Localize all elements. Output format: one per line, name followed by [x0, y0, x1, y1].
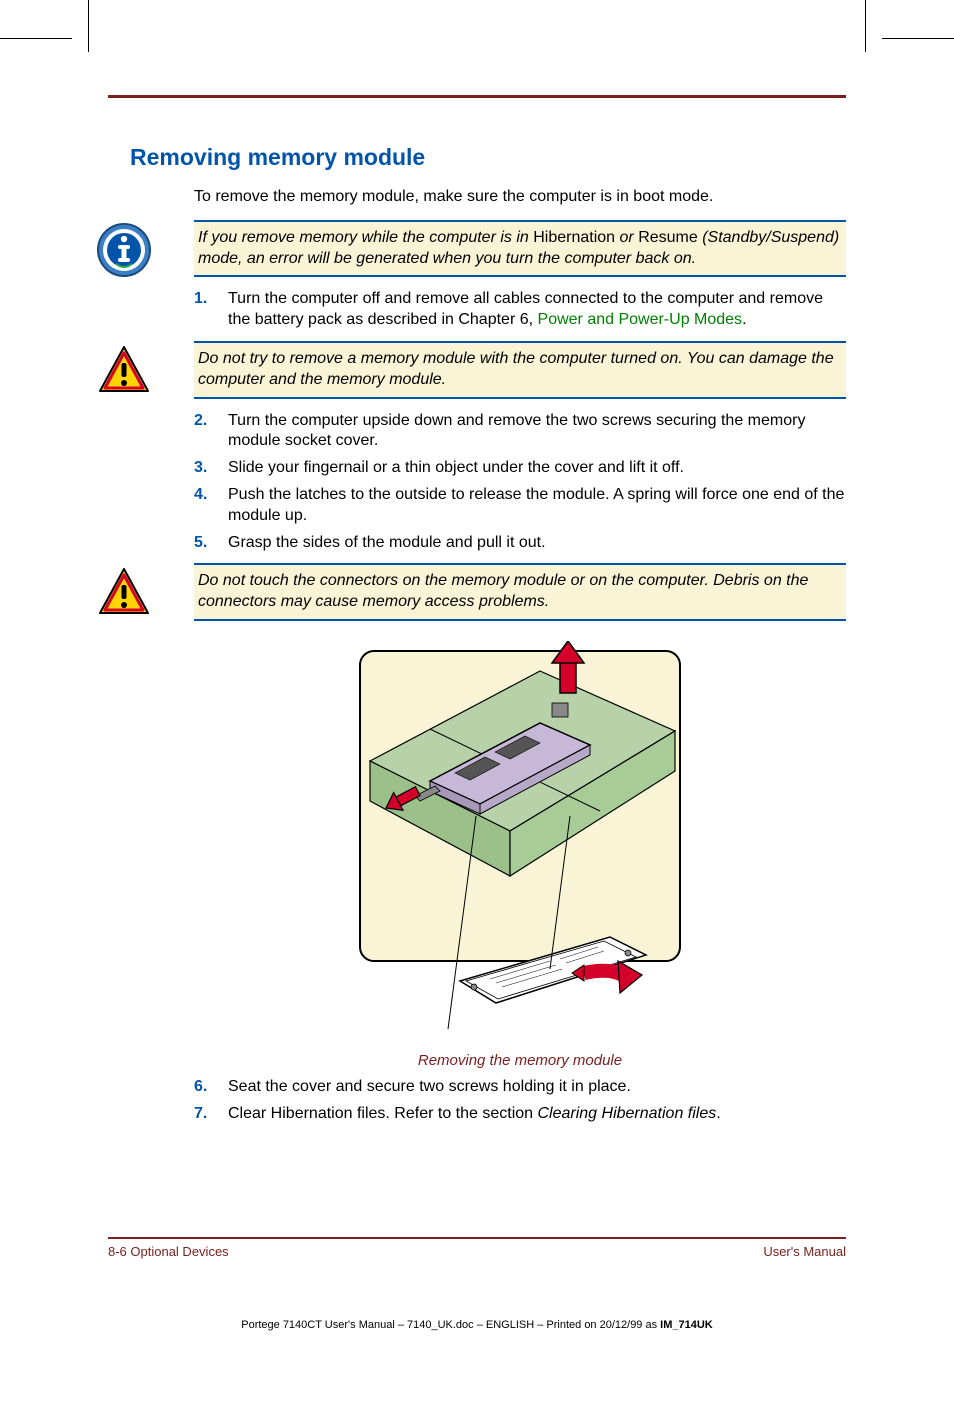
step-number: 6.	[194, 1077, 207, 1098]
step-3: 3. Slide your fingernail or a thin object…	[194, 458, 846, 479]
step-text: Seat the cover and secure two screws hol…	[228, 1078, 631, 1095]
step-text: Grasp the sides of the module and pull i…	[228, 534, 546, 551]
step-number: 2.	[194, 411, 207, 432]
step-number: 3.	[194, 458, 207, 479]
step-text-after: .	[742, 311, 746, 328]
info-mid: or	[615, 229, 638, 246]
memory-module-diagram	[340, 641, 700, 1041]
steps-list-b: 2. Turn the computer upside down and remo…	[194, 411, 846, 554]
warning-icon	[96, 565, 152, 621]
info-text: If you remove memory while the computer …	[194, 220, 846, 278]
info-icon	[96, 222, 152, 278]
step-text: Slide your fingernail or a thin object u…	[228, 459, 684, 476]
step-italic: Clearing Hibernation files	[537, 1105, 716, 1122]
crop-marks	[0, 0, 954, 70]
step-number: 4.	[194, 485, 207, 506]
step-2: 2. Turn the computer upside down and remo…	[194, 411, 846, 453]
power-modes-link[interactable]: Power and Power-Up Modes	[538, 311, 743, 328]
warning-callout-1: Do not try to remove a memory module wit…	[108, 341, 846, 399]
step-6: 6. Seat the cover and secure two screws h…	[194, 1077, 846, 1098]
step-4: 4. Push the latches to the outside to rel…	[194, 485, 846, 527]
info-callout: If you remove memory while the computer …	[108, 220, 846, 278]
steps-list-a: 1. Turn the computer off and remove all …	[194, 289, 846, 331]
meta-bold: IM_714UK	[660, 1319, 713, 1331]
meta-prefix: Portege 7140CT User's Manual – 7140_UK.d…	[241, 1319, 660, 1331]
step-text: Push the latches to the outside to relea…	[228, 486, 844, 524]
page-content: Removing memory module To remove the mem…	[108, 95, 846, 1279]
step-7: 7. Clear Hibernation files. Refer to the …	[194, 1104, 846, 1125]
warning-callout-2: Do not touch the connectors on the memor…	[108, 563, 846, 621]
step-number: 7.	[194, 1104, 207, 1125]
warning-text-1: Do not try to remove a memory module wit…	[194, 341, 846, 399]
steps-list-c: 6. Seat the cover and secure two screws h…	[194, 1077, 846, 1125]
step-5: 5. Grasp the sides of the module and pull…	[194, 533, 846, 554]
step-text: Turn the computer upside down and remove…	[228, 412, 805, 450]
step-text-before: Clear Hibernation files. Refer to the se…	[228, 1105, 537, 1122]
step-number: 5.	[194, 533, 207, 554]
warning-icon	[96, 343, 152, 399]
footer-left: 8-6 Optional Devices	[108, 1244, 229, 1259]
info-roman2: Resume	[638, 229, 698, 246]
meta-line: Portege 7140CT User's Manual – 7140_UK.d…	[0, 1319, 954, 1331]
section-heading: Removing memory module	[130, 144, 846, 171]
intro-paragraph: To remove the memory module, make sure t…	[194, 187, 846, 208]
warning-text-2: Do not touch the connectors on the memor…	[194, 563, 846, 621]
step-1: 1. Turn the computer off and remove all …	[194, 289, 846, 331]
top-rule	[108, 95, 846, 98]
figure: Removing the memory module	[194, 641, 846, 1069]
info-prefix: If you remove memory while the computer …	[198, 229, 533, 246]
step-number: 1.	[194, 289, 207, 310]
figure-caption: Removing the memory module	[194, 1052, 846, 1069]
step-text-after: .	[716, 1105, 720, 1122]
bottom-rule	[108, 1237, 846, 1239]
info-roman1: Hibernation	[533, 229, 615, 246]
footer-right: User's Manual	[763, 1244, 846, 1259]
